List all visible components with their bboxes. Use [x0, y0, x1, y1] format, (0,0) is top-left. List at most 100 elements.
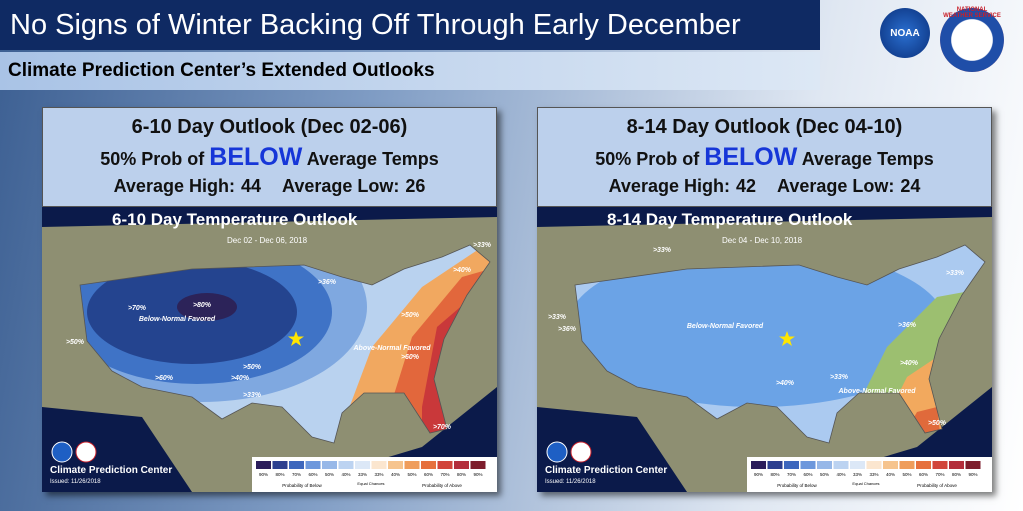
map-label: >70% — [128, 305, 147, 312]
legend-equal: Equal Chances — [357, 481, 384, 486]
map-label: >60% — [155, 375, 174, 382]
slide-subtitle: Climate Prediction Center’s Extended Out… — [0, 52, 820, 90]
legend-step: 40% — [341, 472, 350, 477]
legend-step: 40% — [391, 472, 400, 477]
legend-step: 33% — [374, 472, 383, 477]
prob-line: 50% Prob of BELOW Average Temps — [43, 143, 496, 172]
us-outline — [574, 244, 986, 444]
legend-step: 70% — [935, 472, 944, 477]
legend-above: Probability of Above — [917, 483, 957, 488]
issued: Issued: 11/26/2018 — [545, 479, 596, 485]
legend-step: 70% — [787, 472, 796, 477]
legend-step: 50% — [820, 472, 829, 477]
legend-swatch — [850, 461, 865, 469]
legend-step: 90% — [259, 472, 268, 477]
legend-swatch — [355, 461, 370, 469]
map-label: >33% — [946, 270, 965, 277]
legend-swatch — [817, 461, 832, 469]
legend-step: 80% — [275, 472, 284, 477]
legend-swatch — [800, 461, 816, 469]
high: 42 — [735, 176, 756, 196]
map-label: Below-Normal Favored — [687, 323, 764, 330]
noaa-logo: NOAA — [880, 8, 930, 58]
suffix: Average Temps — [306, 149, 439, 169]
legend-step: 33% — [358, 472, 367, 477]
legend-step: 60% — [308, 472, 317, 477]
avg-line: Average High: 42 Average Low: 24 — [538, 176, 991, 197]
legend-step: 60% — [919, 472, 928, 477]
legend-swatch — [751, 461, 766, 469]
legend-step: 80% — [457, 472, 466, 477]
legend-swatch — [404, 461, 420, 469]
legend-step: 70% — [292, 472, 301, 477]
legend-swatch — [916, 461, 931, 469]
outlook-panel: 8-14 Day Outlook (Dec 04-10) 50% Prob of… — [537, 107, 992, 492]
nws-logo-text: NATIONAL WEATHER SERVICE — [943, 7, 1001, 19]
legend-swatch — [784, 461, 799, 469]
legend-swatch — [454, 461, 469, 469]
legend-swatch — [833, 461, 849, 469]
low: 26 — [405, 176, 426, 196]
outlook-map: 8-14 Day Temperature Outlook Dec 04 - Dec… — [537, 207, 992, 492]
high-label: Average High: — [113, 176, 235, 196]
map-label: >50% — [66, 339, 85, 346]
legend-step: 40% — [886, 472, 895, 477]
legend-swatch — [338, 461, 354, 469]
legend-step: 33% — [853, 472, 862, 477]
map-label: Above-Normal Favored — [352, 345, 431, 352]
legend-step: 90% — [968, 472, 977, 477]
outlook-map: 6-10 Day Temperature Outlook Dec 02 - Dec… — [42, 207, 497, 492]
panel-header: 8-14 Day Outlook (Dec 04-10) 50% Prob of… — [537, 107, 992, 207]
legend-swatch — [322, 461, 337, 469]
map-label: >33% — [243, 392, 262, 399]
legend-below: Probability of Below — [282, 483, 322, 488]
map-label: Below-Normal Favored — [139, 316, 216, 323]
legend-below: Probability of Below — [777, 483, 817, 488]
credit: Climate Prediction Center — [50, 465, 172, 476]
low-label: Average Low: — [777, 176, 895, 196]
map-label: >36% — [318, 279, 337, 286]
legend-step: 80% — [952, 472, 961, 477]
legend-swatch — [256, 461, 271, 469]
map-label: >60% — [401, 354, 420, 361]
prob: 50% Prob of — [595, 149, 700, 169]
legend-swatch — [272, 461, 288, 469]
emphasis: BELOW — [704, 143, 798, 171]
legend-step: 50% — [407, 472, 416, 477]
map-label: Above-Normal Favored — [837, 388, 916, 395]
map-label: >80% — [193, 302, 212, 309]
legend-swatch — [965, 461, 981, 469]
map-label: >33% — [548, 314, 567, 321]
legend-step: 80% — [770, 472, 779, 477]
suffix: Average Temps — [801, 149, 934, 169]
map-label: >50% — [401, 312, 420, 319]
legend-above: Probability of Above — [422, 483, 462, 488]
legend-swatch — [388, 461, 403, 469]
legend-swatch — [421, 461, 436, 469]
map-label: >50% — [243, 364, 262, 371]
map-label: >33% — [473, 242, 492, 249]
map-label: >40% — [231, 375, 250, 382]
map-label: >40% — [453, 267, 472, 274]
noaa-mini-logo — [546, 441, 568, 463]
legend-step: 50% — [325, 472, 334, 477]
high: 44 — [240, 176, 261, 196]
map-label: >40% — [776, 380, 795, 387]
nws-mini-logo — [75, 441, 97, 463]
map-title: 6-10 Day Temperature Outlook — [112, 210, 358, 229]
zone — [177, 293, 237, 321]
map-label: >33% — [653, 247, 672, 254]
legend-swatch — [437, 461, 453, 469]
map-label: >50% — [928, 420, 947, 427]
issued: Issued: 11/26/2018 — [50, 479, 101, 485]
panel-heading: 8-14 Day Outlook (Dec 04-10) — [626, 116, 903, 138]
panel-header: 6-10 Day Outlook (Dec 02-06) 50% Prob of… — [42, 107, 497, 207]
map-dates: Dec 04 - Dec 10, 2018 — [722, 236, 803, 245]
legend-step: 50% — [902, 472, 911, 477]
legend-step: 90% — [473, 472, 482, 477]
legend-swatch — [305, 461, 321, 469]
legend-swatch — [767, 461, 783, 469]
legend-swatch — [899, 461, 915, 469]
panel-heading: 6-10 Day Outlook (Dec 02-06) — [131, 116, 408, 138]
legend-swatch — [371, 461, 387, 469]
